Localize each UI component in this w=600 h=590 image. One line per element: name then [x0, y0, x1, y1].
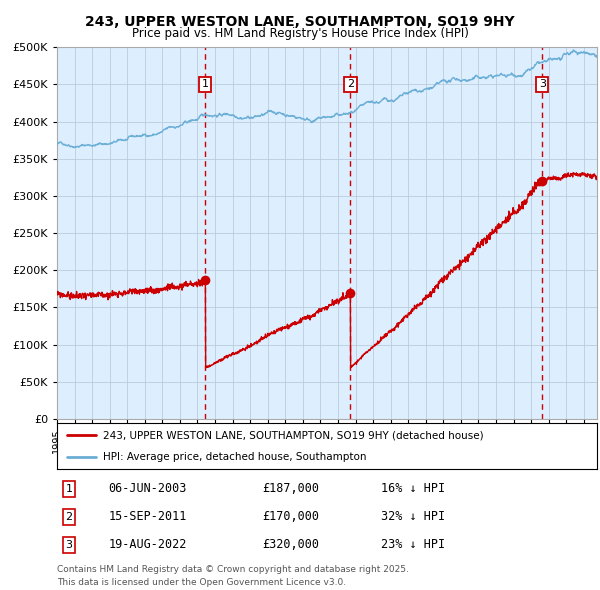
Text: 15-SEP-2011: 15-SEP-2011 — [108, 510, 187, 523]
Text: £187,000: £187,000 — [262, 483, 319, 496]
Text: 1: 1 — [65, 484, 73, 494]
Text: 3: 3 — [539, 80, 546, 89]
Text: Contains HM Land Registry data © Crown copyright and database right 2025.
This d: Contains HM Land Registry data © Crown c… — [57, 565, 409, 586]
Text: £320,000: £320,000 — [262, 538, 319, 551]
Text: £170,000: £170,000 — [262, 510, 319, 523]
Text: 32% ↓ HPI: 32% ↓ HPI — [381, 510, 445, 523]
Text: 2: 2 — [347, 80, 354, 89]
Text: 3: 3 — [65, 540, 73, 550]
Text: 1: 1 — [202, 80, 209, 89]
Text: HPI: Average price, detached house, Southampton: HPI: Average price, detached house, Sout… — [103, 451, 367, 461]
Text: 243, UPPER WESTON LANE, SOUTHAMPTON, SO19 9HY: 243, UPPER WESTON LANE, SOUTHAMPTON, SO1… — [85, 15, 515, 30]
Text: Price paid vs. HM Land Registry's House Price Index (HPI): Price paid vs. HM Land Registry's House … — [131, 27, 469, 40]
Text: 16% ↓ HPI: 16% ↓ HPI — [381, 483, 445, 496]
Text: 23% ↓ HPI: 23% ↓ HPI — [381, 538, 445, 551]
Text: 06-JUN-2003: 06-JUN-2003 — [108, 483, 187, 496]
Text: 2: 2 — [65, 512, 73, 522]
Text: 19-AUG-2022: 19-AUG-2022 — [108, 538, 187, 551]
Text: 243, UPPER WESTON LANE, SOUTHAMPTON, SO19 9HY (detached house): 243, UPPER WESTON LANE, SOUTHAMPTON, SO1… — [103, 431, 484, 441]
